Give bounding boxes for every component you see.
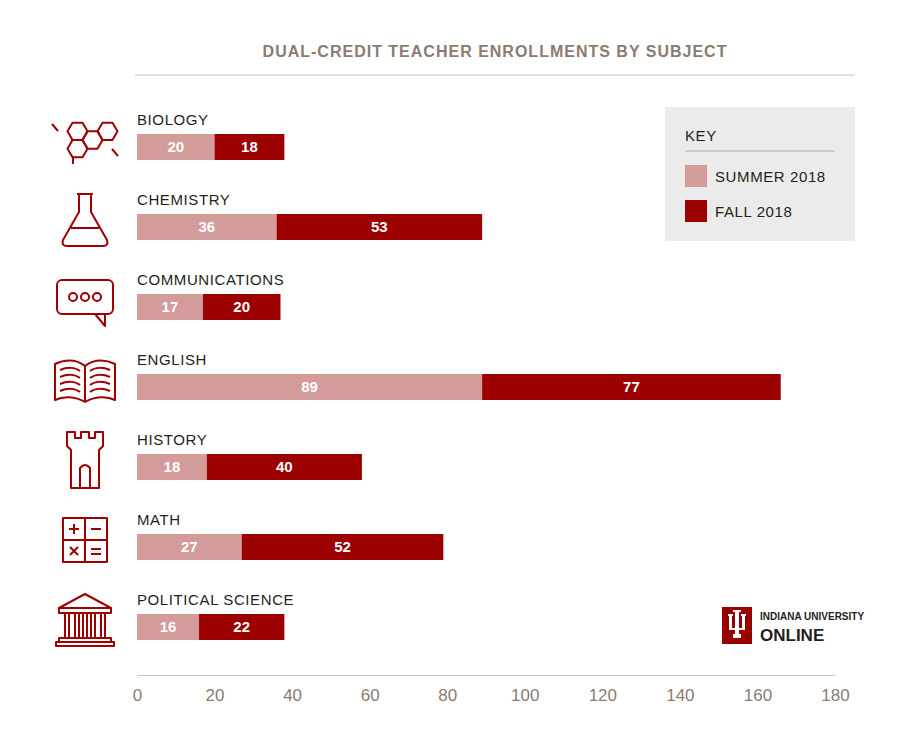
x-axis: 0 20 40 60 80 100 120 140 160 180 xyxy=(133,675,850,705)
icon xyxy=(67,432,103,488)
icon xyxy=(63,518,107,562)
category-label: HISTORY xyxy=(137,431,207,448)
icon-part xyxy=(69,293,77,301)
bar-segment xyxy=(242,534,444,560)
tick-label: 160 xyxy=(744,686,772,705)
tick-label: 100 xyxy=(511,686,539,705)
category-label: CHEMISTRY xyxy=(137,191,230,208)
data-label: 77 xyxy=(623,378,640,395)
x-tick: 20 xyxy=(206,675,225,705)
bar-segment xyxy=(137,454,207,480)
data-label: 22 xyxy=(233,618,250,635)
bar-segment xyxy=(203,294,281,320)
tick-label: 60 xyxy=(361,686,380,705)
data-labels: 20 36 17 89 18 27 16 18 53 20 77 40 52 22 xyxy=(160,138,640,635)
bar-segment xyxy=(137,134,215,160)
chart: DUAL-CREDIT TEACHER ENROLLMENTS BY SUBJE… xyxy=(0,0,900,744)
icon xyxy=(56,594,114,646)
data-label: 18 xyxy=(241,138,258,155)
data-label: 89 xyxy=(301,378,318,395)
icon-part xyxy=(67,432,103,488)
legend-swatch xyxy=(685,165,707,187)
data-label: 16 xyxy=(160,618,177,635)
x-tick: 100 xyxy=(511,675,539,705)
data-label: 20 xyxy=(167,138,184,155)
tick-label: 0 xyxy=(133,686,142,705)
logo-trident xyxy=(728,610,746,638)
bar-segment xyxy=(277,214,483,240)
icon-part xyxy=(98,123,118,140)
data-label: 53 xyxy=(371,218,388,235)
tick-label: 20 xyxy=(206,686,225,705)
x-tick: 160 xyxy=(744,675,772,705)
tick-label: 120 xyxy=(589,686,617,705)
tick-label: 40 xyxy=(283,686,302,705)
title: DUAL-CREDIT TEACHER ENROLLMENTS BY SUBJE… xyxy=(263,43,728,60)
bar-segment xyxy=(207,454,362,480)
data-label: 52 xyxy=(334,538,351,555)
icon-part xyxy=(63,518,107,562)
x-tick: 120 xyxy=(589,675,617,705)
icon-part xyxy=(55,361,115,403)
category-label: POLITICAL SCIENCE xyxy=(137,591,294,608)
tick-label: 140 xyxy=(666,686,694,705)
data-label: 17 xyxy=(162,298,179,315)
data-label: 40 xyxy=(276,458,293,475)
annotation: ONLINE xyxy=(760,626,824,645)
icon-part xyxy=(68,140,88,157)
bar-segment xyxy=(137,374,482,400)
logo: INDIANA UNIVERSITY ONLINE xyxy=(722,607,864,645)
axis-line xyxy=(138,675,836,676)
x-tick: 80 xyxy=(438,675,457,705)
legend-label: SUMMER 2018 xyxy=(715,168,826,185)
tick-label: 180 xyxy=(821,686,849,705)
icon-part xyxy=(93,293,101,301)
icons xyxy=(52,123,118,646)
logo-mark xyxy=(722,607,752,644)
x-tick: 0 xyxy=(133,675,142,705)
legend-label: FALL 2018 xyxy=(715,203,792,220)
title-rule xyxy=(135,75,855,76)
icon-part xyxy=(95,314,105,326)
tick-label: 80 xyxy=(438,686,457,705)
legend-title: KEY xyxy=(685,127,717,144)
bar-segment xyxy=(199,614,284,640)
icon-part xyxy=(57,280,113,314)
category-labels: BIOLOGY CHEMISTRY COMMUNICATIONS ENGLISH HIS… xyxy=(137,111,294,608)
x-tick: 40 xyxy=(283,675,302,705)
category-label: COMMUNICATIONS xyxy=(137,271,284,288)
bar-segment xyxy=(137,294,203,320)
bar-segment xyxy=(137,614,199,640)
x-tick: 140 xyxy=(666,675,694,705)
category-label: BIOLOGY xyxy=(137,111,209,128)
legend-swatch xyxy=(685,200,707,222)
icon-part xyxy=(52,124,118,164)
data-label: 20 xyxy=(233,298,250,315)
icon xyxy=(57,280,113,326)
legend-box xyxy=(665,107,855,241)
legend: KEY SUMMER 2018 FALL 2018 xyxy=(665,107,855,241)
annotation: INDIANA UNIVERSITY xyxy=(760,611,864,622)
category-label: ENGLISH xyxy=(137,351,207,368)
icon xyxy=(55,361,115,403)
bar-segment xyxy=(137,214,277,240)
icon-part xyxy=(81,293,89,301)
bar-segment xyxy=(482,374,781,400)
category-label: MATH xyxy=(137,511,181,528)
x-tick: 180 xyxy=(821,675,849,705)
data-label: 36 xyxy=(198,218,215,235)
legend-rule xyxy=(685,151,835,152)
x-tick: 60 xyxy=(361,675,380,705)
data-label: 18 xyxy=(164,458,181,475)
icon-part xyxy=(56,594,114,646)
icon-part xyxy=(63,194,108,246)
icon-part xyxy=(60,368,80,392)
icon xyxy=(52,123,118,164)
data-label: 27 xyxy=(181,538,198,555)
icon-part xyxy=(90,368,110,392)
icon xyxy=(63,194,108,246)
bar-segment xyxy=(215,134,285,160)
bar-segment xyxy=(137,534,242,560)
